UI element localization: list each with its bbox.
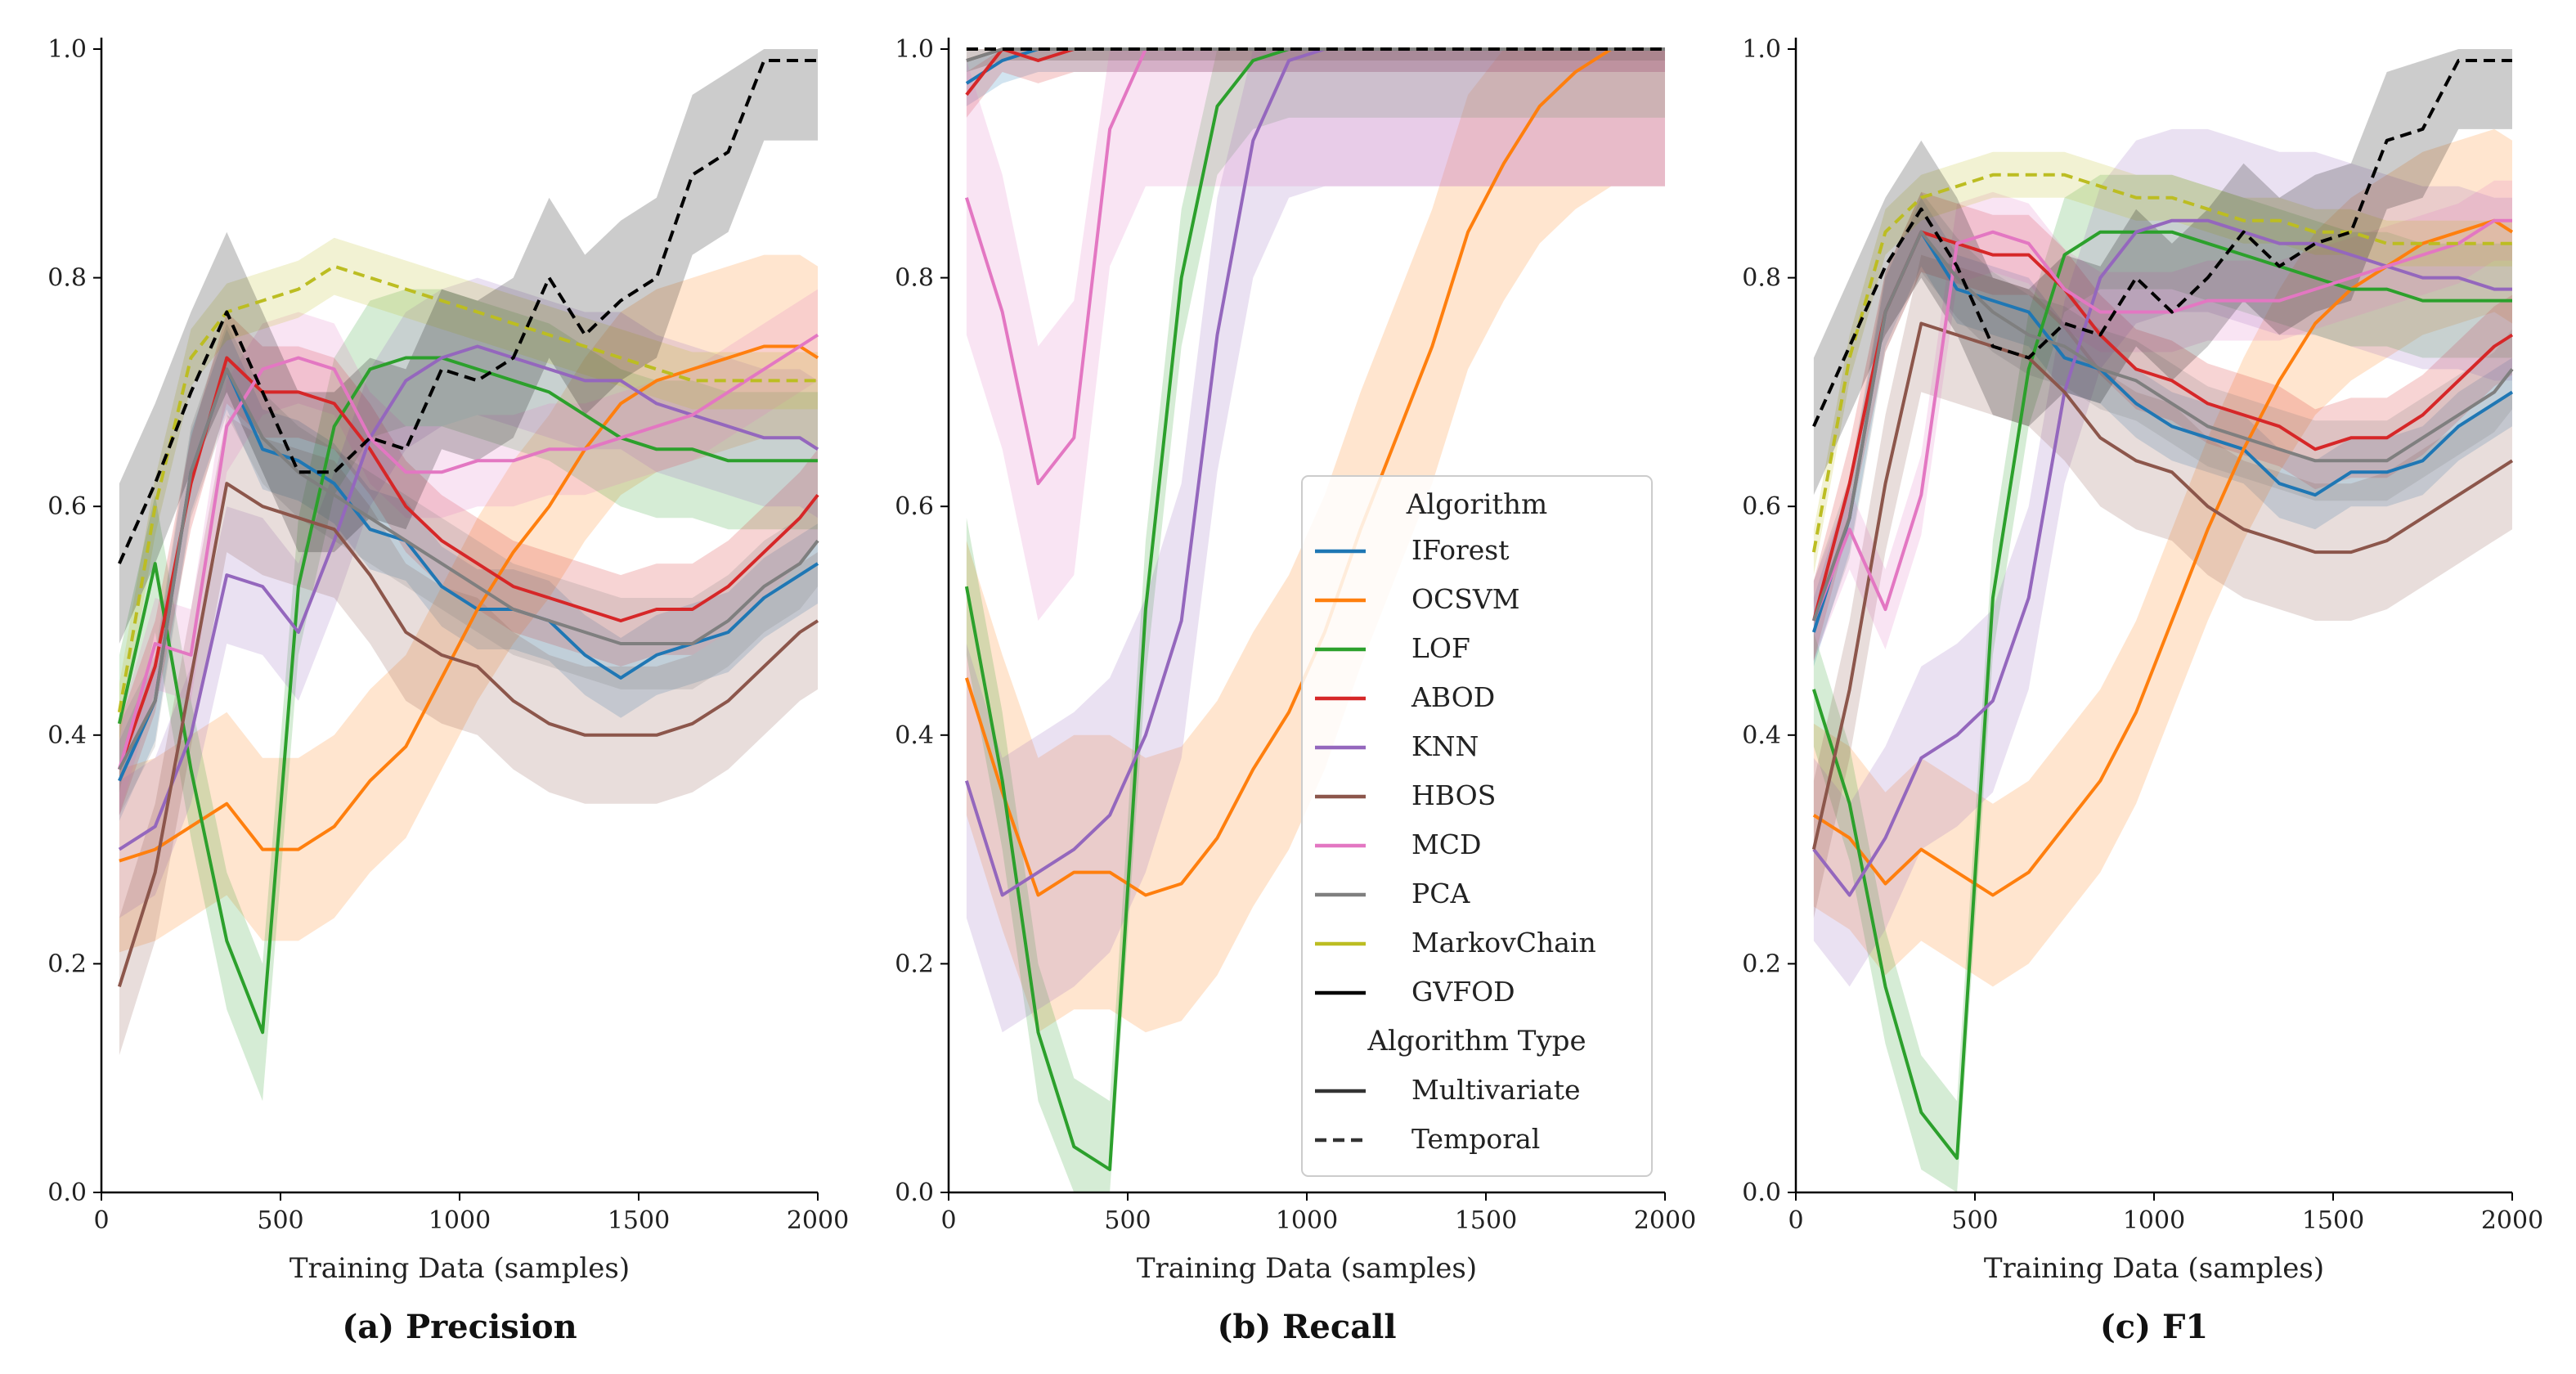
knn-band: [1813, 128, 2512, 987]
abod-band: [966, 49, 1665, 118]
abod-line: [1811, 230, 2514, 622]
x-tick-label: 0: [93, 1206, 109, 1235]
pca-line: [118, 367, 819, 770]
ocsvm-line: [1812, 218, 2514, 897]
x-axis-label: Training Data (samples): [1984, 1252, 2324, 1285]
abod-line: [118, 356, 819, 770]
legend: Algorithm IForest OCSVM LOF ABOD KNN HBOS MCD PC…: [1301, 475, 1653, 1177]
x-tick-label: 1000: [1276, 1206, 1338, 1235]
pca-band: [966, 49, 1665, 72]
markovchain-band: [119, 237, 818, 741]
hbos-line: [1811, 321, 2514, 851]
x-tick-label: 1000: [429, 1206, 491, 1235]
mcd-line: [117, 333, 819, 770]
y-tick-label: 0.6: [895, 492, 934, 521]
lof-line: [117, 356, 818, 1035]
ocsvm-band: [1813, 128, 2512, 987]
legend-entry-abod: ABOD: [1411, 681, 1495, 713]
x-tick-label: 500: [1951, 1206, 1998, 1235]
legend-entry-gvfod: GVFOD: [1411, 976, 1515, 1008]
x-tick-label: 2000: [1634, 1206, 1696, 1235]
precision-panel: 0 500 1000 1500 2000 0.0 0.2 0.4 0.6 0.8 1.0 Traini…: [47, 35, 849, 1346]
panel-caption: (b) Recall: [1217, 1308, 1396, 1346]
x-tick-label: 1500: [2302, 1206, 2364, 1235]
y-tick-label: 0.2: [1742, 950, 1781, 978]
x-tick-label: 2000: [2481, 1206, 2543, 1235]
legend-entry-markovchain: MarkovChain: [1411, 927, 1596, 959]
iforest-line: [1811, 230, 2514, 633]
gvfod-band: [119, 49, 818, 644]
f1-panel: 0 500 1000 1500 2000 0.0 0.2 0.4 0.6 0.8 1.0 Traini…: [1742, 35, 2543, 1346]
y-tick-label: 0.0: [895, 1179, 934, 1207]
legend-entry-lof: LOF: [1411, 632, 1470, 664]
gvfod-band: [1813, 49, 2512, 496]
gvfod-line: [118, 59, 818, 564]
x-tick-label: 500: [257, 1206, 303, 1235]
x-tick-label: 1500: [1455, 1206, 1517, 1235]
legend-title: Algorithm: [1406, 488, 1548, 521]
panel-caption: (a) Precision: [342, 1308, 577, 1346]
y-tick-label: 0.4: [47, 721, 87, 750]
legend-type-multivariate: Multivariate: [1411, 1074, 1581, 1106]
mcd-band: [119, 289, 818, 815]
y-tick-label: 0.4: [895, 721, 934, 750]
y-tick-label: 0.6: [1742, 492, 1781, 521]
x-tick-label: 1000: [2123, 1206, 2185, 1235]
y-tick-label: 0.0: [1742, 1179, 1781, 1207]
markovchain-line: [1811, 173, 2512, 553]
legend-type-title: Algorithm Type: [1367, 1025, 1586, 1057]
ocsvm-line: [119, 344, 819, 863]
abod-band: [1813, 191, 2512, 661]
x-axis-label: Training Data (samples): [1137, 1252, 1477, 1285]
lof-band: [966, 49, 1665, 1192]
pca-line: [1812, 230, 2514, 622]
knn-line: [118, 344, 819, 851]
markovchain-line: [117, 264, 818, 713]
lof-band: [119, 289, 818, 1102]
y-tick-label: 0.8: [895, 264, 934, 293]
pca-band: [119, 323, 818, 815]
legend-entry-iforest: IForest: [1411, 534, 1510, 566]
legend-entry-ocsvm: OCSVM: [1411, 583, 1520, 615]
knn-line: [1812, 218, 2512, 897]
knn-band: [966, 49, 1665, 1033]
y-tick-label: 0.8: [1742, 264, 1781, 293]
knn-band: [119, 277, 818, 918]
hbos-band: [119, 415, 818, 1056]
iforest-band: [966, 49, 1665, 106]
y-tick-label: 0.2: [895, 950, 934, 978]
hbos-line: [117, 482, 819, 987]
y-tick-label: 1.0: [895, 35, 934, 64]
mcd-band: [966, 49, 1665, 621]
y-tick-label: 0.8: [47, 264, 87, 293]
x-axis-label: Training Data (samples): [289, 1252, 630, 1285]
y-tick-label: 0.4: [1742, 721, 1781, 750]
legend-entry-hbos: HBOS: [1411, 779, 1496, 811]
y-tick-label: 0.2: [47, 950, 87, 978]
legend-entry-mcd: MCD: [1411, 828, 1482, 860]
iforest-band: [119, 329, 818, 821]
y-tick-label: 0.6: [47, 492, 87, 521]
y-tick-label: 1.0: [1742, 35, 1781, 64]
lof-line: [1811, 230, 2512, 1161]
panel-caption: (c) F1: [2100, 1308, 2208, 1346]
legend-entry-pca: PCA: [1411, 878, 1470, 909]
x-tick-label: 500: [1104, 1206, 1151, 1235]
x-tick-label: 1500: [608, 1206, 670, 1235]
y-tick-label: 1.0: [47, 35, 87, 64]
legend-entry-knn: KNN: [1411, 730, 1479, 762]
legend-box: [1301, 475, 1653, 1177]
x-tick-label: 0: [1788, 1206, 1803, 1235]
y-tick-label: 0.0: [47, 1179, 87, 1207]
abod-band: [119, 312, 818, 815]
hbos-band: [1813, 254, 2512, 918]
hbos-band: [966, 49, 1665, 72]
iforest-band: [1813, 197, 2512, 667]
legend-type-temporal: Temporal: [1411, 1123, 1540, 1155]
gvfod-line: [1812, 59, 2512, 428]
x-tick-label: 2000: [787, 1206, 849, 1235]
x-tick-label: 0: [940, 1206, 956, 1235]
